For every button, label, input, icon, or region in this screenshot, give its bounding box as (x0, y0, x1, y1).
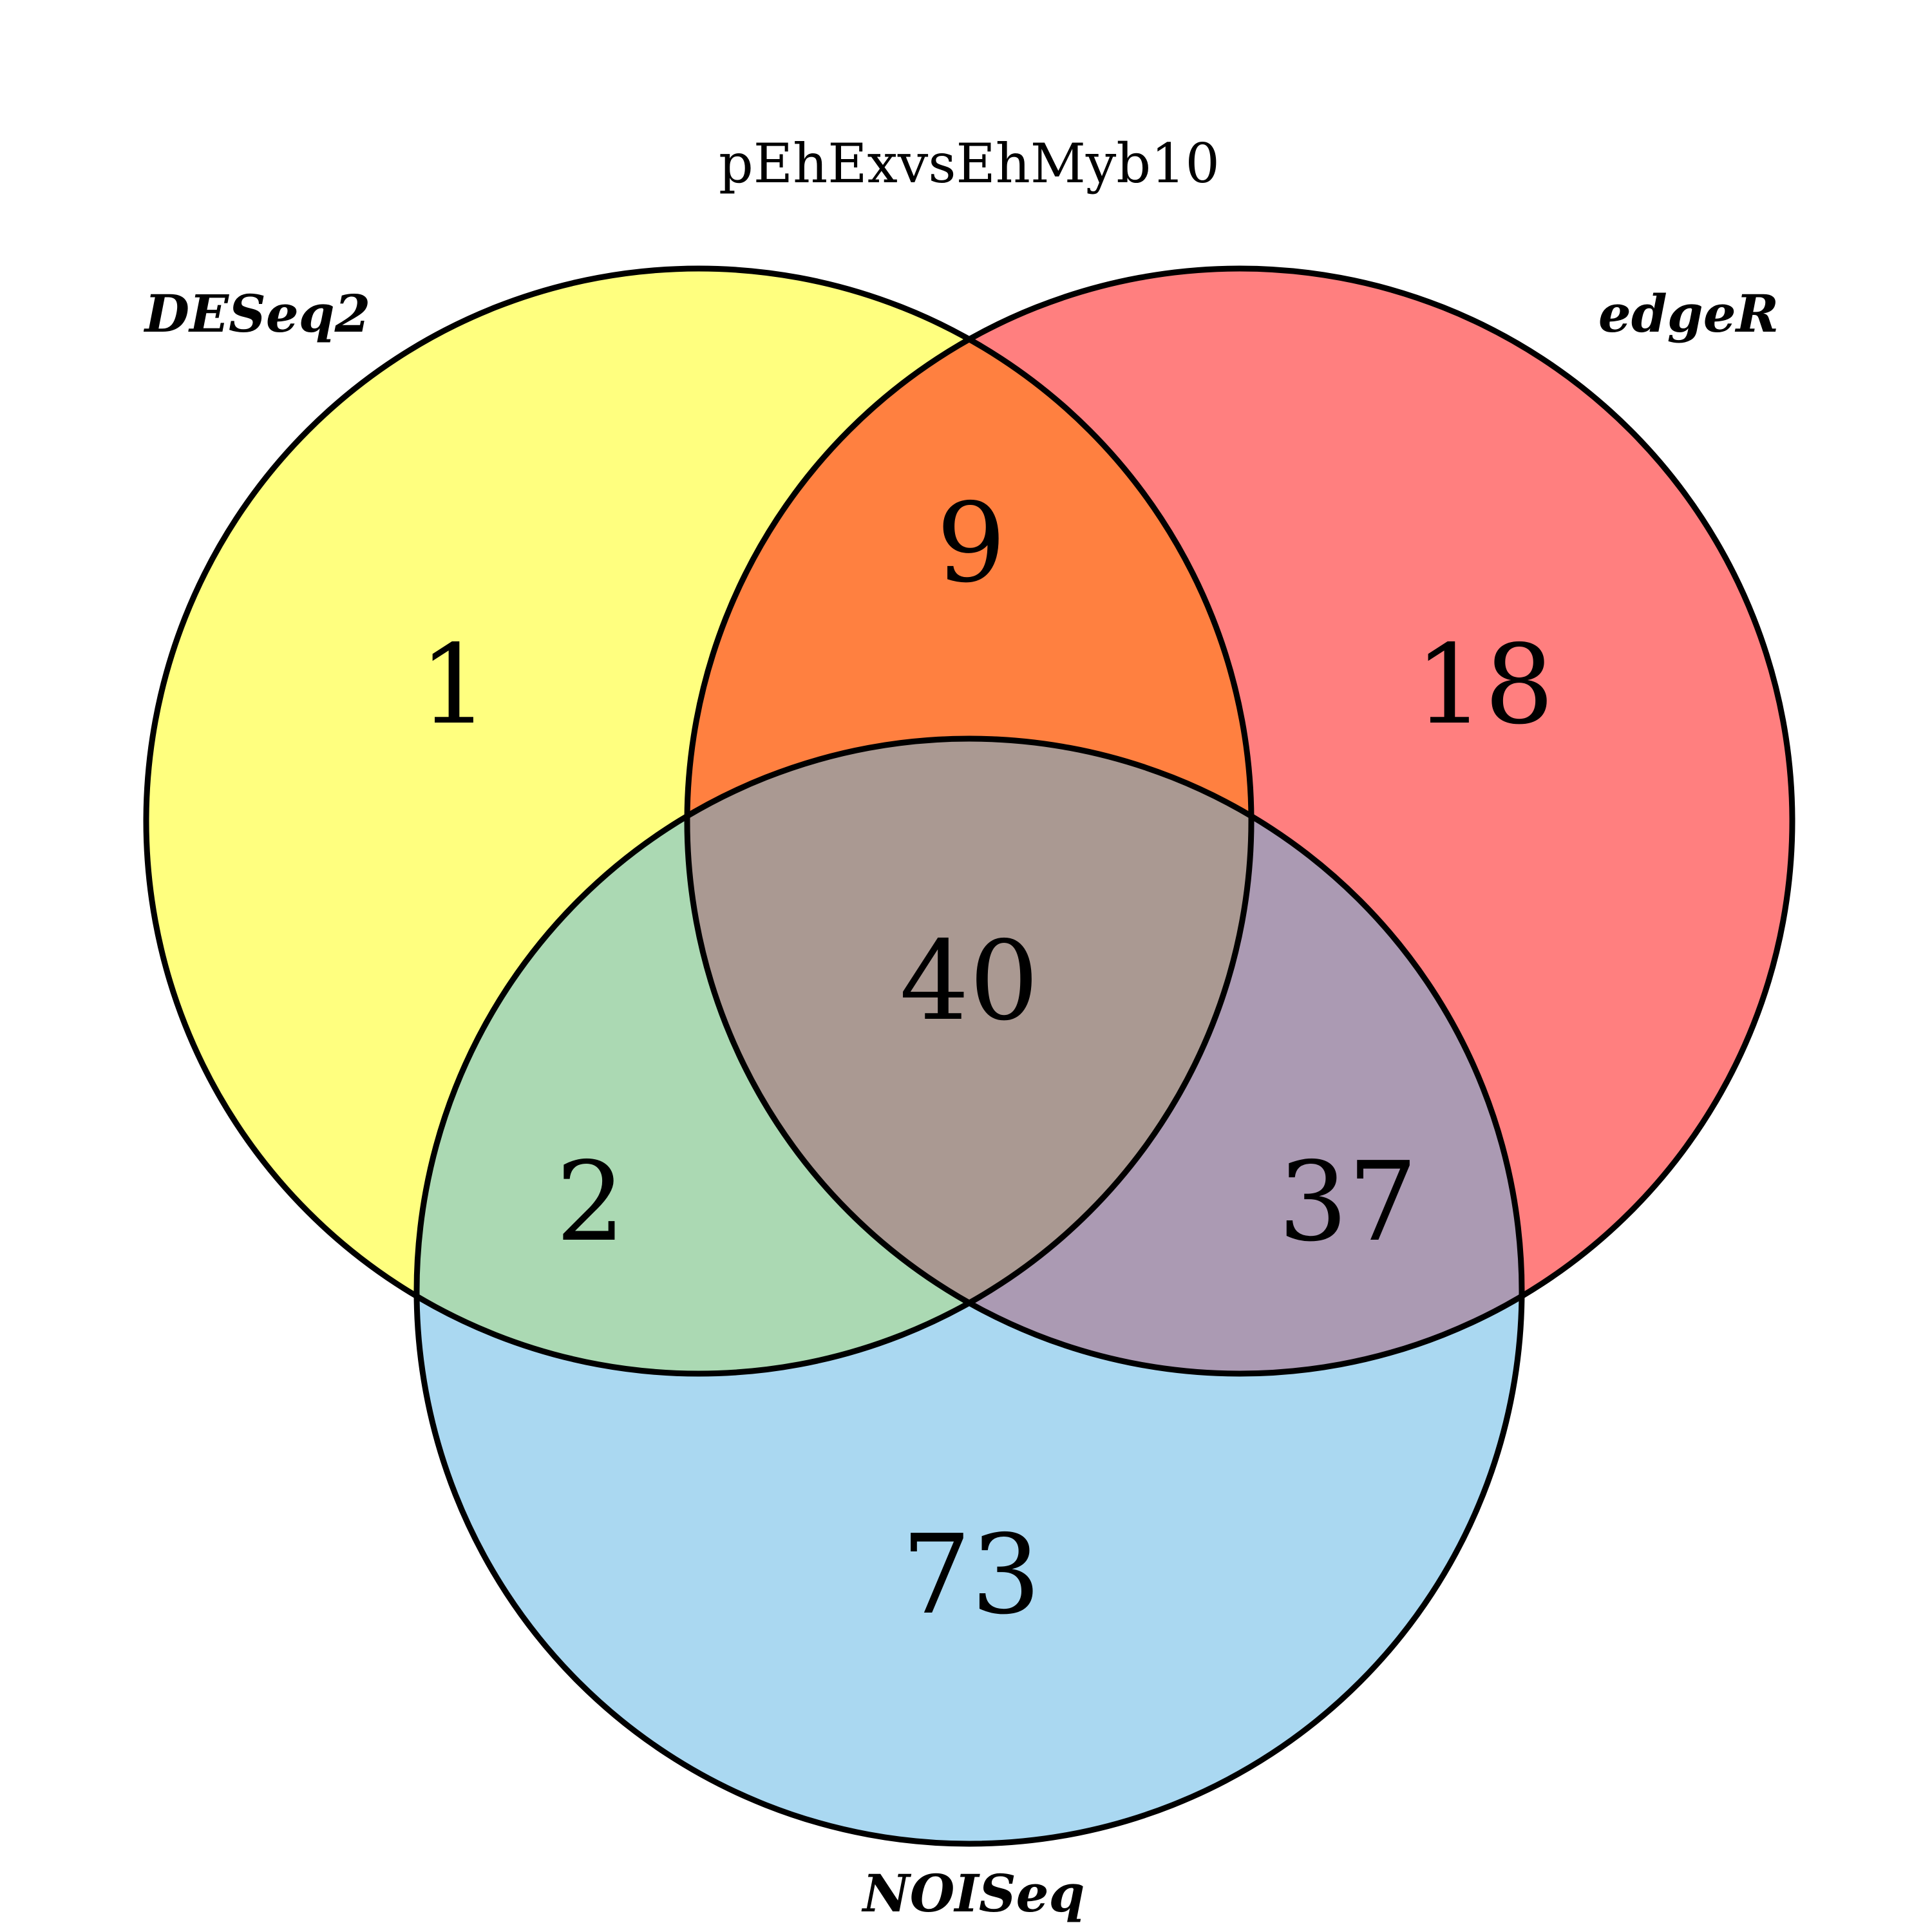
count-noiseq-only: 73 (902, 1511, 1041, 1639)
count-deseq2-edger: 9 (936, 480, 1006, 607)
set-label-deseq2: DESeq2 (144, 283, 371, 344)
count-edger-noiseq: 37 (1278, 1139, 1417, 1266)
set-label-noiseq: NOISeq (861, 1863, 1085, 1924)
count-all-three: 40 (900, 918, 1039, 1045)
count-deseq2-only: 1 (419, 621, 489, 749)
edger-outline (684, 265, 1795, 1377)
diagram-title: pEhExvsEhMyb10 (719, 132, 1220, 195)
set-label-edger: edgeR (1598, 283, 1779, 344)
count-edger-only: 18 (1415, 621, 1554, 749)
count-deseq2-noiseq: 2 (556, 1139, 625, 1266)
deseq2-outline (143, 265, 1255, 1377)
noiseq-outline (413, 735, 1525, 1847)
